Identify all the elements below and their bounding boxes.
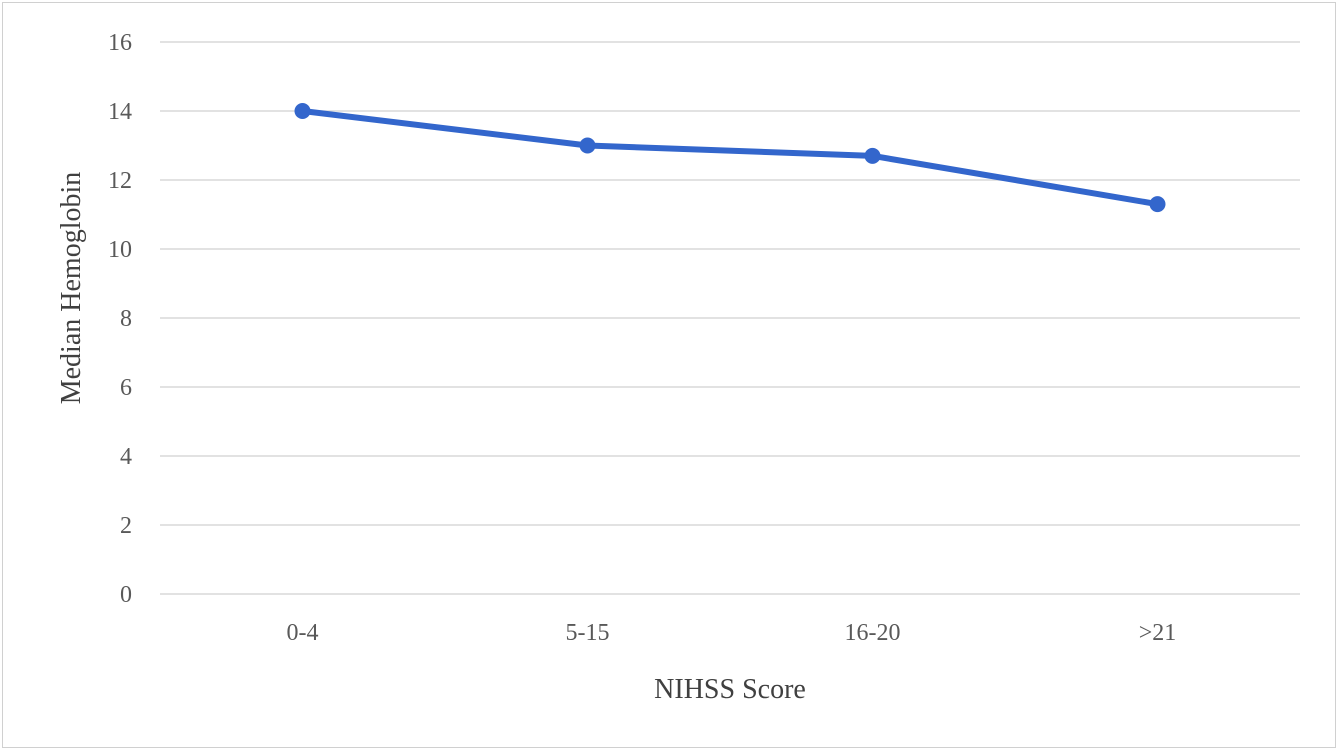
x-tick-label: >21: [1139, 620, 1177, 646]
data-point: [864, 147, 881, 164]
y-tick-label: 8: [120, 306, 132, 332]
x-axis-title: NIHSS Score: [654, 674, 806, 705]
y-tick-label: 16: [108, 30, 132, 56]
x-tick-label: 0-4: [287, 620, 319, 646]
y-tick-label: 6: [120, 375, 132, 401]
x-tick-label: 16-20: [845, 620, 901, 646]
y-tick-label: 14: [108, 99, 132, 125]
series-line: [299, 108, 1161, 208]
x-tick-label: 5-15: [566, 620, 610, 646]
x-axis-tick-labels: 0-4 5-15 16-20 >21: [287, 620, 1177, 646]
y-tick-label: 0: [120, 582, 132, 608]
data-point: [1149, 196, 1166, 213]
data-point: [579, 137, 596, 154]
gridlines: [160, 41, 1300, 595]
data-point: [294, 103, 311, 119]
series-group: [294, 103, 1166, 213]
y-tick-label: 4: [120, 444, 132, 470]
y-tick-label: 12: [108, 168, 132, 194]
y-tick-label: 2: [120, 513, 132, 539]
y-axis-tick-labels: 0 2 4 6 8 10 12 14 16: [108, 30, 132, 608]
y-axis-title: Median Hemoglobin: [56, 172, 87, 405]
y-tick-label: 10: [108, 237, 132, 263]
